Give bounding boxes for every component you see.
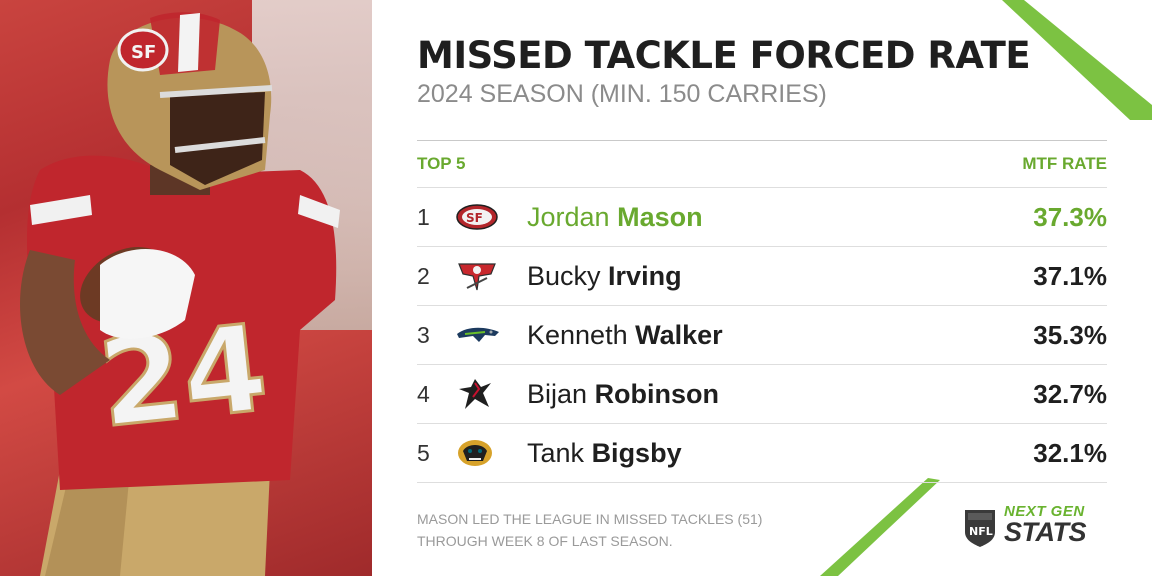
player-first-name: Bucky: [527, 260, 601, 291]
row-rank: 4: [417, 380, 430, 407]
svg-text:SF: SF: [466, 211, 483, 225]
player-illustration: 24 SF: [20, 12, 340, 576]
brand-line-1: NEXT GEN: [1004, 503, 1085, 520]
player-name: Bucky Irving: [527, 261, 1033, 292]
next-gen-stats-wordmark: NEXT GEN STATS: [1004, 503, 1087, 547]
decorative-stripe-bottom: [820, 478, 940, 576]
player-last-name: Irving: [608, 260, 682, 291]
footnote-line-2: THROUGH WEEK 8 OF LAST SEASON.: [417, 533, 673, 549]
player-photo: 24 SF: [0, 0, 372, 576]
table-row: 5 Tank Bigsby 32.1%: [417, 424, 1107, 483]
player-name: Tank Bigsby: [527, 438, 1033, 469]
row-rank: 1: [417, 203, 430, 230]
row-rank: 2: [417, 262, 430, 289]
table-row: 3 Kenneth Walker 35.3%: [417, 306, 1107, 365]
falcons-logo-icon: [455, 374, 527, 414]
player-name: Bijan Robinson: [527, 379, 1033, 410]
ranking-table: TOP 5 MTF RATE 1 SF Jordan Mason 37.3% 2: [417, 140, 1107, 483]
player-last-name: Walker: [635, 319, 723, 350]
mtf-rate-value: 37.1%: [1033, 260, 1107, 291]
mtf-rate-value: 32.7%: [1033, 378, 1107, 409]
player-first-name: Bijan: [527, 378, 588, 409]
brand-line-2: STATS: [1004, 517, 1087, 547]
player-name: Kenneth Walker: [527, 320, 1033, 351]
page-subtitle: 2024 SEASON (MIN. 150 CARRIES): [417, 80, 827, 108]
mtf-rate-value: 32.1%: [1033, 437, 1107, 468]
table-row: 2 Bucky Irving 37.1%: [417, 247, 1107, 306]
player-last-name: Mason: [617, 201, 703, 232]
player-last-name: Robinson: [594, 378, 720, 409]
table-header: TOP 5 MTF RATE: [417, 140, 1107, 188]
table-row: 4 Bijan Robinson 32.7%: [417, 365, 1107, 424]
page-title: MISSED TACKLE FORCED RATE: [417, 34, 1031, 77]
player-first-name: Jordan: [527, 201, 610, 232]
player-first-name: Tank: [527, 437, 585, 468]
decorative-stripe-top: [1002, 0, 1152, 120]
mtf-rate-value: 35.3%: [1033, 319, 1107, 350]
jaguars-logo-icon: [455, 433, 527, 473]
buccaneers-logo-icon: [455, 256, 527, 296]
player-name: Jordan Mason: [527, 202, 1033, 233]
row-rank: 5: [417, 439, 430, 466]
seahawks-logo-icon: [455, 315, 527, 355]
header-rate-label: MTF RATE: [1022, 154, 1107, 173]
footnote-line-1: MASON LED THE LEAGUE IN MISSED TACKLES (…: [417, 511, 763, 527]
row-rank: 3: [417, 321, 430, 348]
header-rank-label: TOP 5: [417, 154, 466, 173]
footnote: MASON LED THE LEAGUE IN MISSED TACKLES (…: [417, 508, 837, 552]
next-gen-stats-brand: NFL NEXT GEN STATS: [962, 504, 1112, 550]
49ers-logo-icon: SF: [455, 197, 527, 237]
svg-text:NFL: NFL: [969, 525, 993, 538]
helmet-logo: SF: [131, 42, 156, 63]
player-last-name: Bigsby: [591, 437, 682, 468]
table-row: 1 SF Jordan Mason 37.3%: [417, 188, 1107, 247]
nfl-shield-icon: NFL: [965, 510, 995, 547]
player-first-name: Kenneth: [527, 319, 628, 350]
mtf-rate-value: 37.3%: [1033, 201, 1107, 232]
